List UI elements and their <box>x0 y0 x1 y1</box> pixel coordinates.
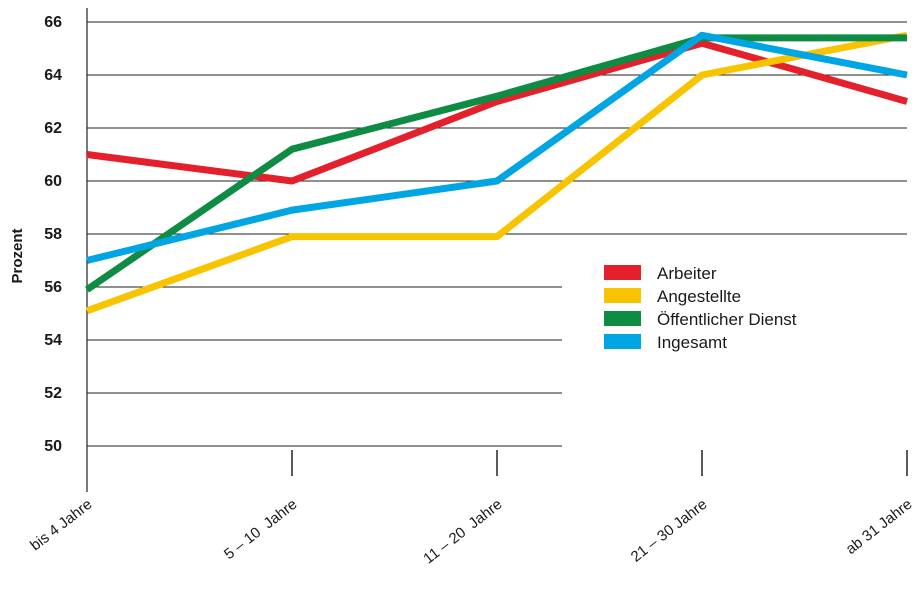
y-tick-label: 52 <box>44 385 62 402</box>
series-line-1 <box>86 39 908 185</box>
x-tick-label: ab 31 Jahre <box>843 496 916 558</box>
y-axis-label: Prozent <box>9 228 26 283</box>
y-tick-label: 50 <box>44 438 62 455</box>
y-tick-labels: 50 52 54 56 58 60 62 64 66 <box>44 14 62 455</box>
legend-swatch <box>604 265 641 280</box>
x-tick-label: 21 – 30 Jahre <box>628 496 711 566</box>
x-tick-label: 5 – 10 Jahre <box>221 496 300 563</box>
y-tick-label: 66 <box>44 14 62 31</box>
legend-label: Angestellte <box>657 287 741 306</box>
series-lines <box>85 31 908 315</box>
series-line-3 <box>85 34 907 293</box>
y-tick-label: 64 <box>44 67 62 84</box>
legend-label: Arbeiter <box>657 264 717 283</box>
legend-label: Ingesamt <box>657 333 727 352</box>
y-tick-label: 54 <box>44 332 62 349</box>
x-tick-labels: bis 4 Jahre 5 – 10 Jahre 11 – 20 Jahre 21 –… <box>27 496 915 568</box>
legend-swatch <box>604 311 641 326</box>
legend-label: Öffentlicher Dienst <box>657 310 797 329</box>
y-tick-label: 58 <box>44 226 62 243</box>
legend-swatch <box>604 288 641 303</box>
legend: Arbeiter Angestellte Öffentlicher Dienst In… <box>604 264 797 352</box>
series-line-4 <box>86 31 908 264</box>
x-tick-label: bis 4 Jahre <box>27 496 95 555</box>
y-tick-label: 62 <box>44 120 62 137</box>
legend-swatch <box>604 334 641 349</box>
y-tick-label: 56 <box>44 279 62 296</box>
y-tick-label: 60 <box>44 173 62 190</box>
x-tick-label: 11 – 20 Jahre <box>420 496 505 568</box>
series-line-2 <box>85 31 908 315</box>
axes <box>86 8 908 492</box>
